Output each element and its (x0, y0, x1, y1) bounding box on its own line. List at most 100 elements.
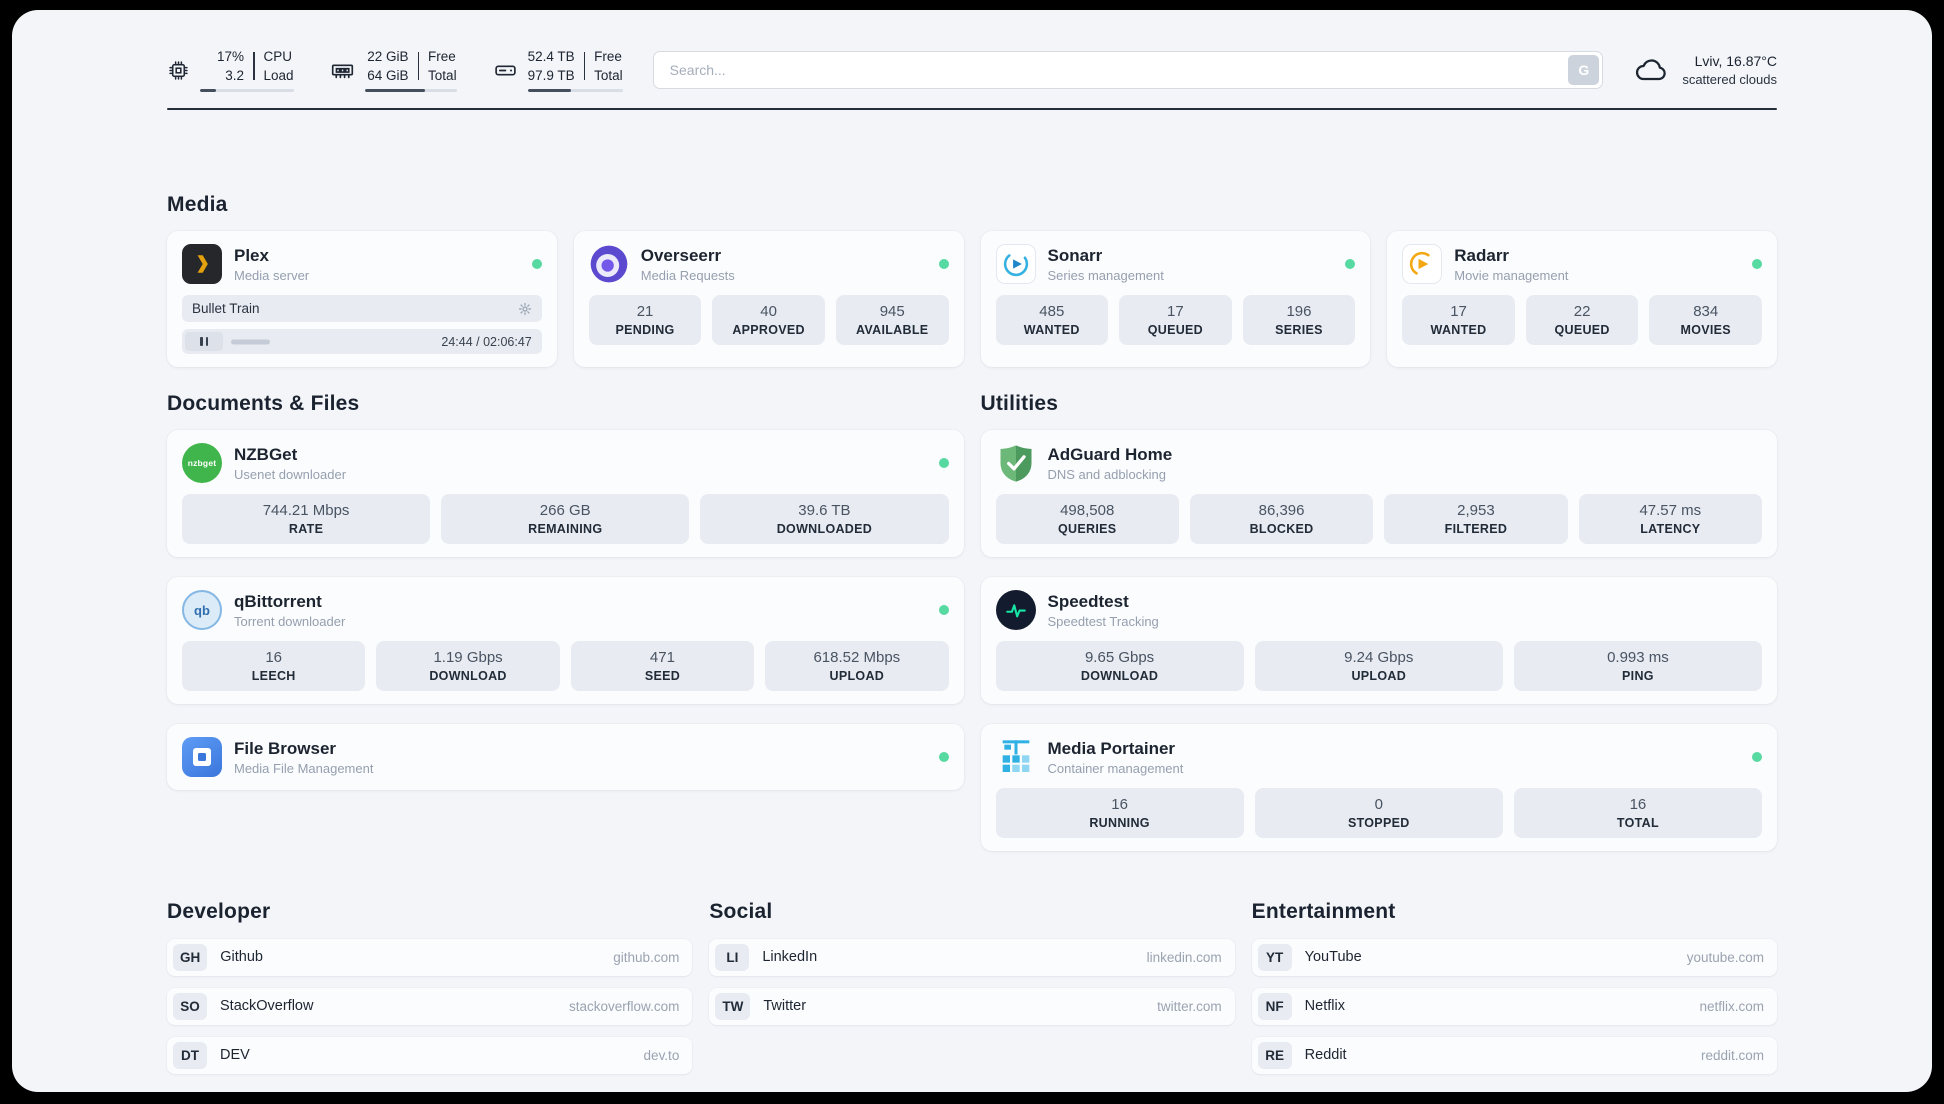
playback-time: 24:44 / 02:06:47 (441, 334, 532, 349)
stat-value: 498,508 (1060, 502, 1115, 520)
app-card-plex[interactable]: Plex Media server Bullet Train 24:44 / 0… (167, 231, 557, 368)
stat-value: 86,396 (1258, 502, 1305, 520)
stat-box: 22 QUEUED (1525, 295, 1639, 346)
now-playing-title: Bullet Train (192, 301, 260, 317)
bookmark-name: Reddit (1304, 1047, 1347, 1064)
app-card-sonarr[interactable]: Sonarr Series management 485 WANTED 17 Q… (980, 231, 1371, 368)
bookmark-abbr: GH (173, 943, 208, 971)
bookmark-linkedin[interactable]: LI LinkedIn linkedin.com (709, 938, 1235, 976)
stat-box: 485 WANTED (995, 295, 1109, 346)
bookmark-url: linkedin.com (1146, 949, 1222, 965)
stat-value: 266 GB (539, 502, 591, 520)
now-playing-row: Bullet Train (182, 295, 542, 323)
app-subtitle: Media server (234, 267, 310, 283)
stat-value: 21 (636, 303, 654, 321)
app-card-radarr[interactable]: Radarr Movie management 17 WANTED 22 QUE… (1387, 231, 1777, 368)
stat-label: QUEUED (1147, 323, 1203, 338)
bookmark-url: stackoverflow.com (569, 998, 680, 1014)
app-subtitle: Media Requests (640, 267, 735, 283)
section-title-documents: Documents & Files (167, 392, 360, 416)
stat-value: 16 (265, 649, 283, 667)
app-name: Sonarr (1047, 245, 1103, 265)
load-label: Load (263, 67, 294, 83)
bookmark-stackoverflow[interactable]: SO StackOverflow stackoverflow.com (167, 987, 693, 1025)
stat-label: DOWNLOAD (1080, 669, 1159, 684)
bookmark-dev[interactable]: DT DEV dev.to (167, 1036, 693, 1074)
stat-value: 17 (1450, 303, 1467, 321)
utilities-section: Utilities (980, 391, 1777, 852)
bookmark-abbr: NF (1257, 992, 1292, 1020)
stat-label: LEECH (251, 669, 296, 684)
bookmark-name: StackOverflow (220, 998, 314, 1015)
stat-label: SEED (644, 669, 681, 684)
bookmark-name: Github (220, 949, 263, 966)
app-card-filebrowser[interactable]: File Browser Media File Management (167, 724, 964, 791)
stat-box: 196 SERIES (1242, 295, 1356, 346)
bookmark-url: github.com (613, 949, 680, 965)
settings-gear-icon[interactable] (518, 302, 532, 316)
adguard-shield-icon (996, 443, 1036, 483)
app-card-nzbget[interactable]: nzbget NZBGet Usenet downloader 744.21 M… (167, 430, 964, 558)
stat-value: 47.57 ms (1639, 502, 1702, 520)
search-input[interactable] (652, 51, 1604, 90)
stat-label: UPLOAD (829, 669, 885, 684)
ram-usage-bar (364, 89, 457, 93)
dashboard-panel: 17% 3.2 CPU Load (12, 10, 1932, 1092)
topbar: 17% 3.2 CPU Load (167, 48, 1777, 93)
seek-track[interactable] (231, 332, 433, 351)
status-online-dot (938, 458, 949, 469)
stat-label: QUEUED (1554, 323, 1610, 338)
app-name: NZBGet (234, 444, 298, 464)
bookmark-abbr: YT (1257, 943, 1292, 971)
qbittorrent-icon: qb (182, 590, 222, 631)
bookmark-github[interactable]: GH Github github.com (167, 938, 693, 976)
app-name: Plex (234, 245, 269, 265)
stat-label: PING (1622, 669, 1654, 684)
bookmark-abbr: DT (173, 1041, 207, 1069)
ram-total-value: 64 GiB (367, 67, 409, 83)
cpu-load-value: 3.2 (225, 67, 244, 83)
disk-free-value: 52.4 TB (527, 49, 575, 64)
app-subtitle: Container management (1047, 760, 1184, 776)
app-card-overseerr[interactable]: Overseerr Media Requests 21 PENDING 40 A… (573, 231, 964, 368)
bookmark-twitter[interactable]: TW Twitter twitter.com (709, 987, 1235, 1025)
stat-value: 0.993 ms (1607, 649, 1669, 667)
app-card-qbittorrent[interactable]: qb qBittorrent Torrent downloader 16 LEE… (167, 577, 964, 705)
stat-box: 16 LEECH (182, 641, 366, 692)
app-name: AdGuard Home (1047, 444, 1173, 464)
stat-label: LATENCY (1640, 522, 1701, 537)
bookmark-netflix[interactable]: NF Netflix netflix.com (1251, 987, 1777, 1025)
stat-box: 2,953 FILTERED (1384, 494, 1568, 545)
bookmark-reddit[interactable]: RE Reddit reddit.com (1251, 1036, 1777, 1074)
stat-label: REMAINING (528, 522, 603, 537)
stat-value: 1.19 Gbps (433, 649, 503, 667)
stat-value: 16 (1111, 796, 1128, 814)
app-subtitle: Speedtest Tracking (1047, 613, 1159, 629)
app-card-portainer[interactable]: Media Portainer Container management 16 … (980, 724, 1777, 852)
status-online-dot (1752, 259, 1762, 270)
stat-label: UPLOAD (1351, 669, 1407, 684)
disk-stat: 52.4 TB 97.9 TB Free Total (493, 48, 623, 93)
bookmark-youtube[interactable]: YT YouTube youtube.com (1251, 938, 1777, 976)
cpu-usage-bar (200, 89, 294, 93)
bookmark-url: twitter.com (1157, 998, 1222, 1014)
search-engine-button[interactable]: G (1568, 55, 1600, 86)
stat-box: 618.52 Mbps UPLOAD (765, 641, 949, 692)
stat-divider (583, 52, 586, 81)
pause-button[interactable] (185, 332, 223, 352)
app-name: Radarr (1454, 245, 1510, 265)
portainer-icon (996, 737, 1036, 777)
stat-box: 471 SEED (570, 641, 755, 692)
stat-box: 21 PENDING (588, 295, 702, 346)
stat-label: DOWNLOAD (429, 669, 507, 684)
bookmark-group-entertainment: Entertainment YT YouTube youtube.com NF … (1251, 899, 1777, 1074)
bookmark-url: youtube.com (1686, 949, 1764, 965)
app-card-speedtest[interactable]: Speedtest Speedtest Tracking 9.65 Gbps D… (980, 577, 1777, 705)
stat-label: WANTED (1430, 323, 1487, 338)
filebrowser-icon (182, 737, 222, 778)
section-title-entertainment: Entertainment (1251, 900, 1396, 924)
app-card-adguard[interactable]: AdGuard Home DNS and adblocking 498,508 … (980, 430, 1777, 558)
cpu-stat: 17% 3.2 CPU Load (167, 48, 294, 93)
cpu-chip-icon (169, 60, 188, 80)
